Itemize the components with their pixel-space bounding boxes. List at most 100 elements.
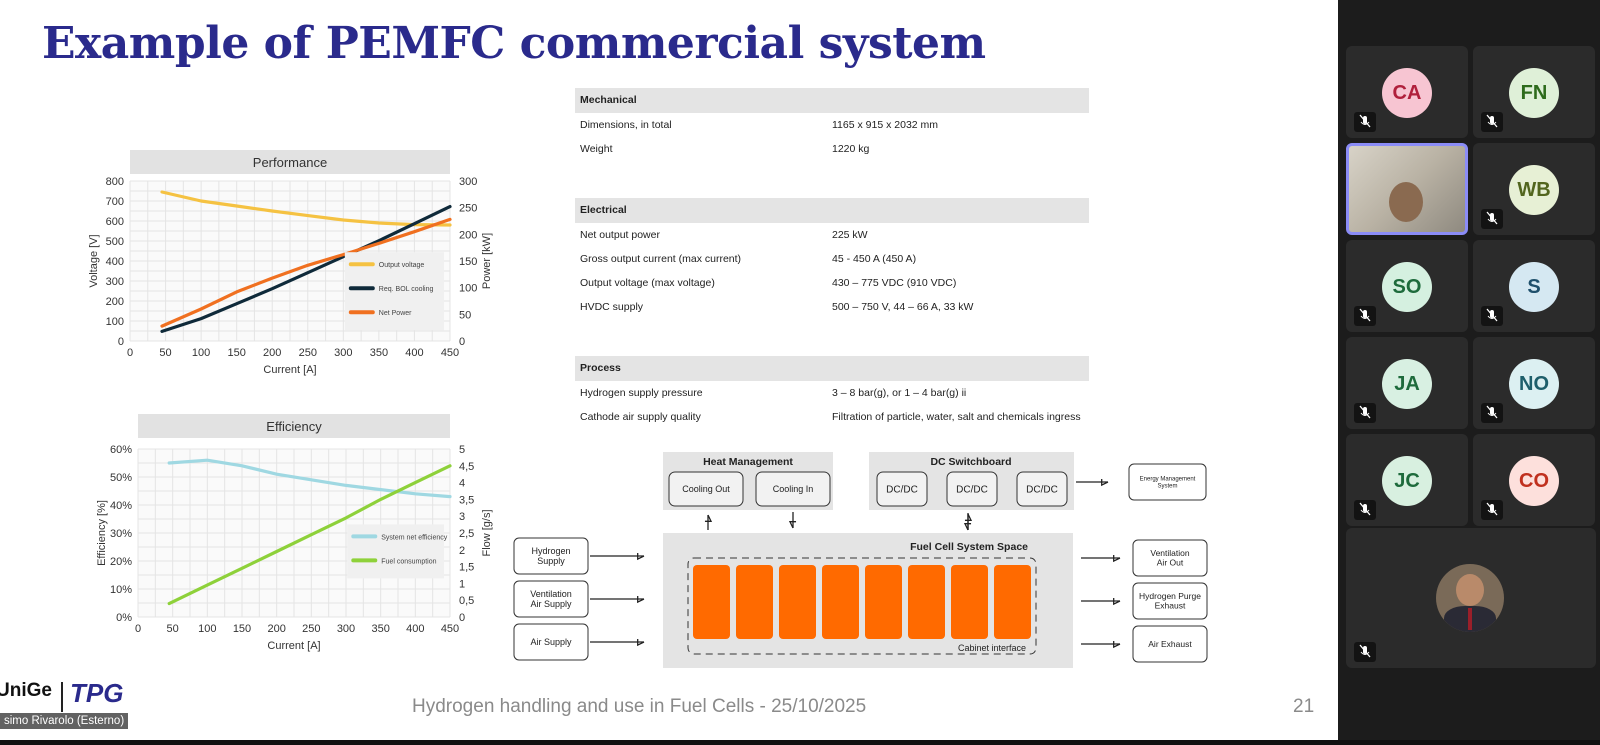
series-line: [167, 458, 452, 499]
input-box-label: Ventilation: [530, 589, 572, 599]
output-box: [1132, 582, 1208, 620]
output-arrow-head: [1113, 554, 1121, 563]
mic-muted-icon: [1354, 112, 1376, 132]
x-axis-label: Current [A]: [267, 640, 320, 652]
dcdc-box: [876, 471, 928, 507]
x-tick-label: 100: [192, 347, 210, 359]
spec-section-electrical: Electrical Net output power 225 kW Gross ou…: [575, 198, 1089, 319]
y-tick-label: 10%: [110, 584, 132, 596]
series-line: [160, 217, 452, 328]
bottom-bar: [0, 740, 1600, 745]
legend-box: [347, 524, 444, 579]
y2-tick-label: 2: [459, 545, 465, 557]
y-tick-label: 800: [106, 176, 124, 188]
input-box: [513, 580, 589, 618]
cabinet-interface-border: [687, 557, 1037, 655]
x-tick-label: 450: [441, 623, 459, 635]
presentation-slide: Example of PEMFC commercial system Perfo…: [0, 0, 1338, 740]
participant-avatar: CA: [1382, 68, 1432, 118]
participant-tile[interactable]: JA: [1346, 337, 1468, 429]
y-tick-label: 0%: [116, 612, 132, 624]
participant-tile[interactable]: CO: [1473, 434, 1595, 526]
chart-title-bar: [138, 414, 450, 438]
spec-section-mechanical: Mechanical Dimensions, in total 1165 x 915…: [575, 88, 1089, 161]
x-tick-label: 450: [441, 347, 459, 359]
legend-label: Fuel consumption: [381, 558, 436, 565]
x-tick-label: 150: [227, 347, 245, 359]
mic-muted-icon: [1354, 500, 1376, 520]
y2-tick-label: 2,5: [459, 528, 474, 540]
y-axis-label: Efficiency [%]: [96, 500, 108, 566]
participant-avatar: FN: [1509, 68, 1559, 118]
participant-tile[interactable]: FN: [1473, 46, 1595, 138]
x-axis-label: Current [A]: [263, 364, 316, 376]
input-arrow-head: [637, 638, 645, 647]
output-box: [1132, 625, 1208, 663]
chart-title: Efficiency: [266, 419, 322, 434]
y2-tick-label: 50: [459, 309, 471, 321]
participant-tile[interactable]: WB: [1473, 143, 1595, 235]
series-line: [167, 464, 452, 606]
y2-tick-label: 4: [459, 478, 465, 490]
y-tick-label: 60%: [110, 444, 132, 456]
y-tick-label: 20%: [110, 556, 132, 568]
participant-tile-presenter[interactable]: [1346, 528, 1596, 668]
spec-row: Net output power 225 kW: [575, 223, 1089, 247]
y2-tick-label: 3: [459, 511, 465, 523]
participant-tile[interactable]: NO: [1473, 337, 1595, 429]
fuel-cell-space-title: Fuel Cell System Space: [910, 541, 1028, 553]
spec-label: Gross output current (max current): [580, 253, 742, 265]
participant-tile[interactable]: JC: [1346, 434, 1468, 526]
y-tick-label: 40%: [110, 500, 132, 512]
legend-label: System net efficiency: [381, 534, 448, 541]
mic-muted-icon: [1354, 403, 1376, 423]
spec-value: 430 – 775 VDC (910 VDC): [832, 277, 957, 289]
spec-value: 45 - 450 A (450 A): [832, 253, 917, 265]
input-box-label: Hydrogen: [531, 546, 570, 556]
participant-tile[interactable]: [1346, 143, 1468, 235]
mic-muted-icon: [1481, 112, 1503, 132]
participant-tile[interactable]: CA: [1346, 46, 1468, 138]
heat-management-title: Heat Management: [703, 456, 793, 468]
fuel-cell-stack: [865, 565, 902, 639]
y-tick-label: 400: [106, 256, 124, 268]
x-tick-label: 50: [167, 623, 179, 635]
video-feed: [1389, 182, 1423, 222]
y-tick-label: 300: [106, 276, 124, 288]
arrow-cooling-in-head: [788, 521, 797, 529]
dcdc-box-label: DC/DC: [1026, 485, 1058, 496]
energy-management-box-label: System: [1157, 484, 1177, 490]
presenter-name-label: simo Rivarolo (Esterno): [0, 713, 129, 729]
y-tick-label: 50%: [110, 472, 132, 484]
output-box-label: Ventilation: [1150, 548, 1189, 558]
participant-avatar: NO: [1509, 359, 1559, 409]
input-box: [513, 537, 589, 575]
legend-label: Net Power: [379, 310, 412, 317]
energy-management-box: [1128, 463, 1207, 501]
x-tick-label: 400: [406, 623, 424, 635]
spec-label: Weight: [580, 143, 613, 155]
cooling-in-box: [755, 471, 831, 507]
y2-tick-label: 1: [459, 578, 465, 590]
x-tick-label: 50: [159, 347, 171, 359]
participant-tile[interactable]: S: [1473, 240, 1595, 332]
x-tick-label: 200: [267, 623, 285, 635]
y2-tick-label: 0,5: [459, 595, 474, 607]
participant-avatar: JA: [1382, 359, 1432, 409]
participant-avatar: CO: [1509, 456, 1559, 506]
participant-tile[interactable]: SO: [1346, 240, 1468, 332]
series-line: [160, 190, 452, 227]
spec-label: HVDC supply: [580, 301, 644, 313]
y-axis-label: Voltage [V]: [88, 234, 100, 287]
input-box-label: Air Supply: [530, 599, 572, 609]
x-tick-label: 400: [405, 347, 423, 359]
spec-row: Weight 1220 kg: [575, 137, 1089, 161]
x-tick-label: 150: [233, 623, 251, 635]
series-line: [160, 204, 452, 333]
y-tick-label: 500: [106, 236, 124, 248]
spec-value: 1220 kg: [832, 143, 870, 155]
spec-label: Net output power: [580, 229, 660, 241]
mic-muted-icon: [1481, 500, 1503, 520]
